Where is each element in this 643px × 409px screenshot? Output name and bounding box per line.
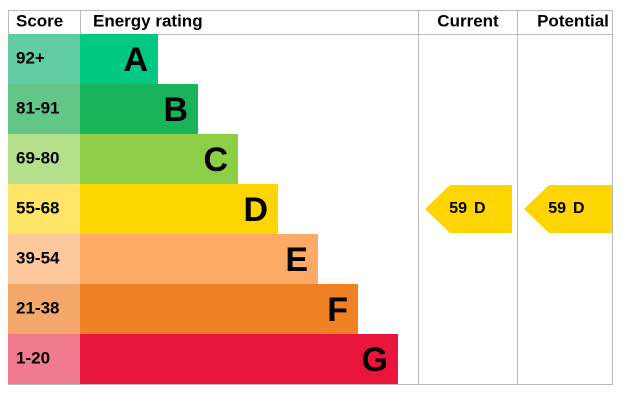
header-rating: Energy rating	[93, 11, 203, 30]
rating-bar	[80, 284, 358, 334]
band-score: 1-20	[16, 348, 50, 367]
band-letter: G	[362, 341, 388, 379]
band-letter: D	[243, 191, 268, 229]
rating-bar	[80, 84, 198, 134]
potential-band: D	[573, 200, 585, 217]
band-letter: C	[203, 141, 228, 179]
current-band: D	[474, 200, 486, 217]
potential-arrow	[524, 185, 612, 233]
score-cell	[8, 234, 80, 284]
score-cell	[8, 284, 80, 334]
band-letter: E	[285, 241, 308, 279]
band-letter: A	[123, 41, 148, 79]
current-arrow	[425, 185, 512, 233]
potential-score: 59	[548, 200, 566, 217]
band-score: 55-68	[16, 198, 59, 217]
score-cell	[8, 184, 80, 234]
band-score: 69-80	[16, 148, 59, 167]
band-score: 39-54	[16, 248, 60, 267]
score-cell	[8, 334, 80, 384]
band-letter: B	[163, 91, 188, 129]
rating-bar	[80, 234, 318, 284]
band-score: 92+	[16, 48, 45, 67]
current-score: 59	[449, 200, 467, 217]
score-cell	[8, 84, 80, 134]
header-potential: Potential	[537, 11, 609, 30]
band-letter: F	[327, 291, 348, 329]
rating-bar	[80, 34, 158, 84]
score-cell	[8, 134, 80, 184]
score-cell	[8, 34, 80, 84]
band-score: 21-38	[16, 298, 59, 317]
rating-bar	[80, 334, 398, 384]
band-score: 81-91	[16, 98, 59, 117]
header-score: Score	[16, 11, 63, 30]
rating-bar	[80, 134, 238, 184]
header-current: Current	[437, 11, 499, 30]
rating-bar	[80, 184, 278, 234]
